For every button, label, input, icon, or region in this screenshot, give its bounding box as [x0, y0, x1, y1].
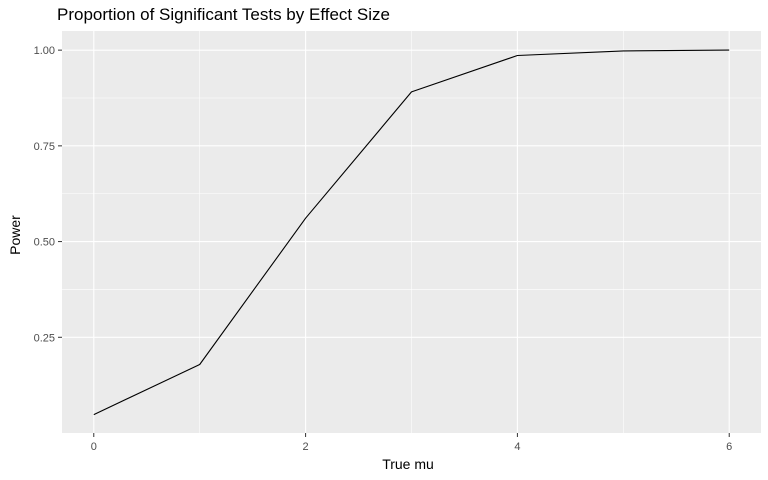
y-axis-ticks: 0.25 0.50 0.75 1.00	[34, 45, 62, 344]
y-tick-label: 0.75	[34, 141, 55, 153]
y-tick-label: 1.00	[34, 45, 55, 57]
x-tick-label: 2	[303, 441, 309, 453]
series-layer	[93, 49, 730, 416]
y-tick-label: 0.50	[34, 237, 55, 249]
chart-title: Proportion of Significant Tests by Effec…	[57, 5, 390, 24]
y-axis-title: Power	[7, 215, 23, 255]
power-line	[93, 49, 730, 416]
x-axis-title: True mu	[382, 456, 434, 472]
major-gridlines	[62, 31, 761, 433]
x-tick-label: 6	[726, 441, 732, 453]
x-tick-label: 4	[514, 441, 520, 453]
x-tick-label: 0	[91, 441, 97, 453]
x-axis-ticks: 0 2 4 6	[91, 433, 732, 453]
minor-gridlines	[62, 31, 761, 433]
y-tick-label: 0.25	[34, 332, 55, 344]
